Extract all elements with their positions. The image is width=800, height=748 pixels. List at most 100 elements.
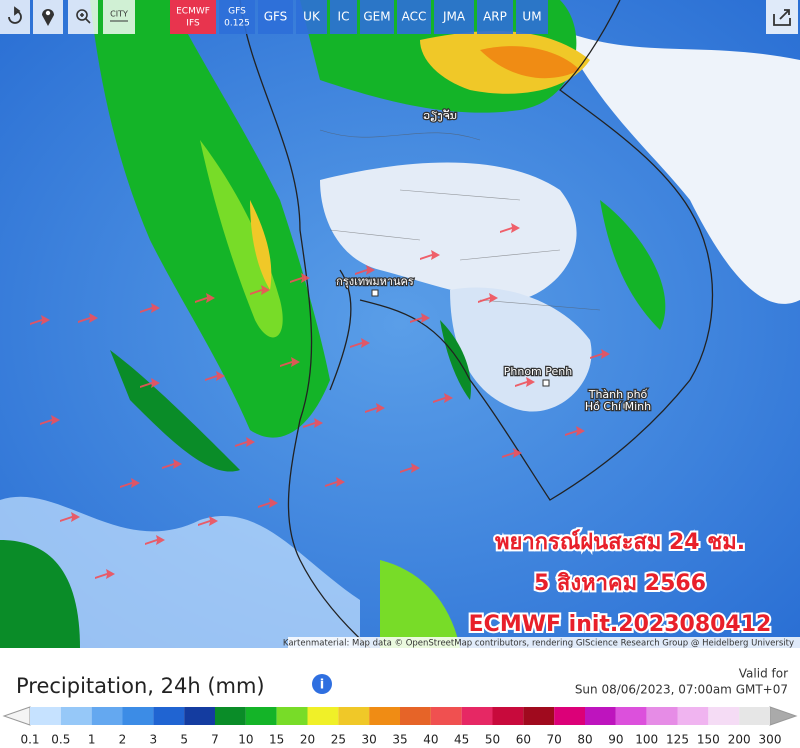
wind-arrow xyxy=(365,403,385,413)
model-label: JMA xyxy=(442,10,466,24)
legend-tick-label: 1 xyxy=(88,733,96,747)
legend-tick-label: 30 xyxy=(362,733,377,747)
place-label: ວຽງຈັນ xyxy=(423,109,457,122)
wind-arrow xyxy=(205,371,225,381)
wind-arrow xyxy=(235,437,255,447)
model-button[interactable] xyxy=(219,0,255,34)
dry-area xyxy=(560,30,800,304)
legend-swatch xyxy=(400,707,431,725)
legend-tick-label: 2 xyxy=(119,733,127,747)
legend-tick-label: 25 xyxy=(331,733,346,747)
legend-swatch xyxy=(122,707,154,725)
legend-tick-label: 200 xyxy=(728,733,751,747)
legend-tick-label: 80 xyxy=(577,733,592,747)
legend-tick-label: 10 xyxy=(238,733,253,747)
borders xyxy=(319,129,601,311)
wind-arrow xyxy=(30,315,50,325)
model-button[interactable] xyxy=(360,0,394,34)
model-label: ARP xyxy=(483,10,507,24)
wind-arrow xyxy=(145,535,165,545)
attribution-bg xyxy=(288,637,800,648)
coastline xyxy=(239,0,714,649)
place-label: Hồ Chí Minh xyxy=(585,400,651,413)
wind-arrow xyxy=(565,426,585,436)
wind-arrow xyxy=(400,463,420,473)
legend-tick-label: 300 xyxy=(759,733,782,747)
reload-button[interactable] xyxy=(0,0,30,34)
wind-arrow xyxy=(60,512,80,522)
wind-arrow xyxy=(198,516,218,526)
wind-arrow xyxy=(478,293,498,303)
wind-arrow xyxy=(290,273,310,283)
rain-band xyxy=(250,200,272,290)
model-button[interactable] xyxy=(296,0,327,34)
map-area[interactable] xyxy=(0,0,800,649)
legend-swatch xyxy=(492,707,524,725)
wind-arrow xyxy=(433,393,453,403)
wind-arrow xyxy=(420,250,440,260)
legend-swatch xyxy=(60,707,92,725)
rain-band xyxy=(440,320,471,400)
info-button[interactable] xyxy=(312,674,332,694)
share-icon xyxy=(773,9,791,26)
model-button[interactable] xyxy=(477,0,513,34)
wind-arrow xyxy=(120,478,140,488)
wind-arrow xyxy=(140,303,160,313)
rain-band xyxy=(480,46,580,79)
legend-tick-label: 40 xyxy=(423,733,438,747)
legend: Precipitation, 24h (mm) i Valid for Sun … xyxy=(0,648,800,748)
zoom-icon xyxy=(76,9,88,21)
legend-tick-label: 70 xyxy=(547,733,562,747)
legend-swatch xyxy=(307,707,339,725)
legend-swatch xyxy=(430,707,462,725)
legend-swatch xyxy=(585,707,616,725)
rain-band xyxy=(110,350,240,472)
model-label: IC xyxy=(338,10,350,24)
wind-arrow xyxy=(95,569,115,579)
location-icon xyxy=(42,9,54,26)
wind-arrow xyxy=(502,448,522,458)
model-button[interactable] xyxy=(170,0,216,34)
rain-band xyxy=(380,560,460,648)
place-marker xyxy=(371,289,379,297)
model-button[interactable] xyxy=(434,0,474,34)
legend-tick-label: 5 xyxy=(180,733,188,747)
model-label: UK xyxy=(303,10,321,24)
legend-swatch xyxy=(184,707,215,725)
wind-arrow xyxy=(40,415,60,425)
legend-tick-label: 150 xyxy=(697,733,720,747)
model-label: ECMWF xyxy=(176,7,210,17)
dry-area xyxy=(320,162,577,300)
model-button[interactable] xyxy=(516,0,548,34)
caption-line: พยากรณ์ฝนสะสม 24 ชม. xyxy=(495,529,745,555)
zoom-icon xyxy=(80,13,91,24)
legend-tick-label: 100 xyxy=(635,733,658,747)
legend-tick-label: 7 xyxy=(211,733,219,747)
wind-arrow xyxy=(250,285,270,295)
place-label: Thành phố xyxy=(588,388,648,401)
legend-title: Precipitation, 24h (mm) xyxy=(16,674,265,698)
wind-arrow xyxy=(355,265,375,275)
legend-swatch xyxy=(554,707,585,725)
place-labels: ວຽງຈັນ กรุงเทพมหานคร Phnom Penh Thành phốHồ… xyxy=(335,108,652,415)
legend-swatch xyxy=(708,707,740,725)
legend-swatch xyxy=(677,707,709,725)
legend-swatch xyxy=(91,707,123,725)
legend-swatch xyxy=(215,707,246,725)
model-button[interactable] xyxy=(258,0,293,34)
place-label: กรุงเทพมหานคร xyxy=(336,275,414,288)
legend-swatch xyxy=(245,707,277,725)
city-button[interactable] xyxy=(103,0,135,34)
wind-arrow xyxy=(515,377,535,387)
model-button[interactable] xyxy=(330,0,357,34)
legend-swatch xyxy=(276,707,308,725)
zoom-button[interactable] xyxy=(68,0,98,34)
wind-arrow xyxy=(350,338,370,348)
forecast-caption: พยากรณ์ฝนสะสม 24 ชม. 5 สิงหาคม 2566 ECMWF … xyxy=(467,527,774,639)
valid-time: Sun 08/06/2023, 07:00am GMT+07 xyxy=(575,683,788,697)
wind-arrow xyxy=(280,357,300,367)
legend-tick-label: 0.5 xyxy=(51,733,70,747)
model-button[interactable] xyxy=(397,0,431,34)
wind-arrows xyxy=(30,223,610,579)
legend-swatch xyxy=(30,707,61,725)
